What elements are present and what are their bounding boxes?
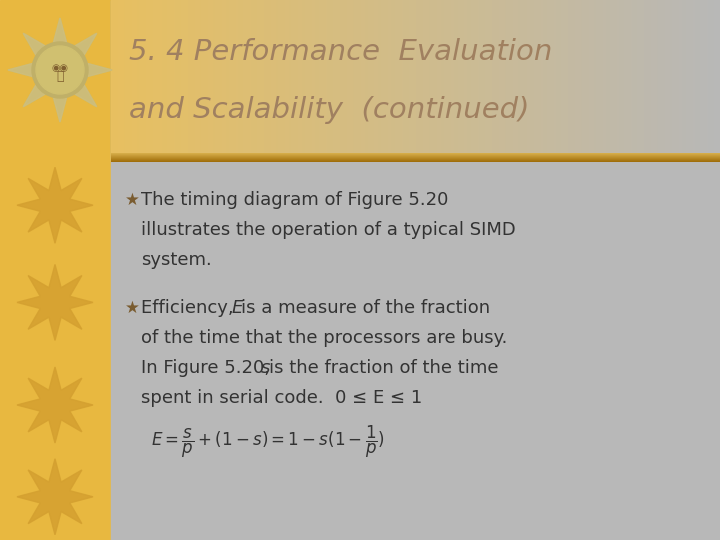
Polygon shape [8,18,112,122]
Text: and Scalability  (continued): and Scalability (continued) [129,96,529,124]
Circle shape [32,42,88,98]
Text: s: s [261,359,271,377]
Text: 5. 4 Performance  Evaluation: 5. 4 Performance Evaluation [129,38,552,66]
Text: ◉◉: ◉◉ [52,63,68,73]
Text: In Figure 5.20,: In Figure 5.20, [141,359,276,377]
Text: illustrates the operation of a typical SIMD: illustrates the operation of a typical S… [141,221,516,239]
Text: ★: ★ [125,299,140,317]
Polygon shape [17,167,93,243]
Text: Efficiency,: Efficiency, [141,299,239,317]
Text: is the fraction of the time: is the fraction of the time [269,359,498,377]
Polygon shape [17,367,93,443]
Text: The timing diagram of Figure 5.20: The timing diagram of Figure 5.20 [141,191,449,209]
Text: spent in serial code.  0 ≤ E ≤ 1: spent in serial code. 0 ≤ E ≤ 1 [141,389,422,407]
Bar [0,0,111,540]
Polygon shape [17,459,93,535]
Circle shape [36,46,84,94]
Bar [111,0,720,540]
Text: is a measure of the fraction: is a measure of the fraction [241,299,490,317]
Text: of the time that the processors are busy.: of the time that the processors are busy… [141,329,508,347]
Text: $E = \dfrac{s}{p} + (1-s) = 1 - s(1 - \dfrac{1}{p})$: $E = \dfrac{s}{p} + (1-s) = 1 - s(1 - \d… [151,424,384,460]
Text: ⌣: ⌣ [56,71,64,84]
Polygon shape [17,265,93,340]
Text: ★: ★ [125,191,140,209]
Polygon shape [8,18,112,122]
Text: system.: system. [141,251,212,269]
Text: E: E [232,299,243,317]
